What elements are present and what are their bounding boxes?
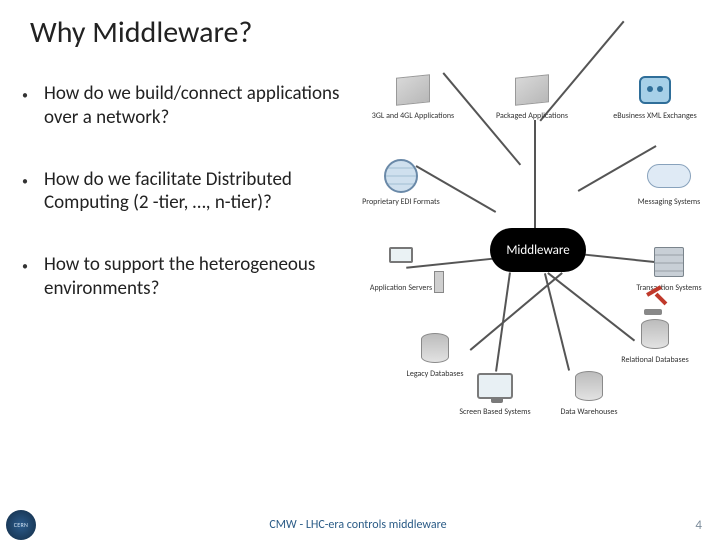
diagram-node-label: eBusiness XML Exchanges (613, 112, 697, 121)
bullet-item: • How do we facilitate Distributed Compu… (22, 168, 358, 216)
bullet-dot-icon: • (22, 89, 44, 103)
page-number: 4 (680, 518, 720, 533)
bullet-text: How to support the heterogeneous environ… (44, 253, 358, 301)
bullet-dot-icon: • (22, 260, 44, 274)
bullet-list: • How do we build/connect applications o… (22, 82, 358, 339)
cloud-icon (647, 156, 691, 196)
diagram-node: Packaged Applications (487, 70, 577, 121)
diagram-node-label: Relational Databases (621, 356, 689, 365)
hub-label: Middleware (506, 243, 569, 258)
arm-icon (635, 280, 679, 320)
bullet-text: How do we build/connect applications ove… (44, 82, 358, 130)
diagram-node: Application Servers (356, 242, 446, 293)
diagram-node-label: Screen Based Systems (459, 408, 530, 417)
bullet-item: • How to support the heterogeneous envir… (22, 253, 358, 301)
bullet-dot-icon: • (22, 175, 44, 189)
diagram-node: 3GL and 4GL Applications (368, 70, 458, 121)
diagram-node: Data Warehouses (544, 366, 634, 417)
bullet-text: How do we facilitate Distributed Computi… (44, 168, 358, 216)
bullet-item: • How do we build/connect applications o… (22, 82, 358, 130)
diagram-node-label: Data Warehouses (560, 408, 617, 417)
diagram-node: Messaging Systems (624, 156, 714, 207)
middleware-diagram: Middleware 3GL and 4GL Applications Packa… (362, 70, 710, 450)
diagram-node: Screen Based Systems (450, 366, 540, 417)
monitor-icon (473, 366, 517, 406)
diagram-node-label: Messaging Systems (638, 198, 701, 207)
cyl-icon (413, 328, 457, 368)
robot-icon (633, 70, 677, 110)
diagram-node-label: Application Servers (370, 284, 432, 293)
slide: Why Middleware? • How do we build/connec… (0, 0, 720, 540)
middleware-hub: Middleware (490, 228, 586, 272)
footer-text: CMW - LHC-era controls middleware (36, 518, 680, 532)
slide-title: Why Middleware? (30, 14, 252, 51)
server-icon (647, 242, 691, 282)
diagram-node-label: 3GL and 4GL Applications (372, 112, 454, 121)
diagram-node: eBusiness XML Exchanges (610, 70, 700, 121)
diagram-node: Proprietary EDI Formats (356, 156, 446, 207)
cern-logo-icon (6, 510, 36, 540)
spoke-line (470, 272, 563, 350)
box3d-icon (391, 70, 435, 110)
box3d-icon (510, 70, 554, 110)
globe-icon (379, 156, 423, 196)
diagram-node-label: Proprietary EDI Formats (362, 198, 440, 207)
cyl-icon (567, 366, 611, 406)
pc-icon (379, 242, 423, 282)
diagram-node-label: Packaged Applications (496, 112, 568, 121)
spoke-line (495, 272, 510, 371)
diagram-node (612, 280, 702, 322)
slide-footer: CMW - LHC-era controls middleware 4 (0, 510, 720, 540)
spoke-line (534, 120, 536, 230)
